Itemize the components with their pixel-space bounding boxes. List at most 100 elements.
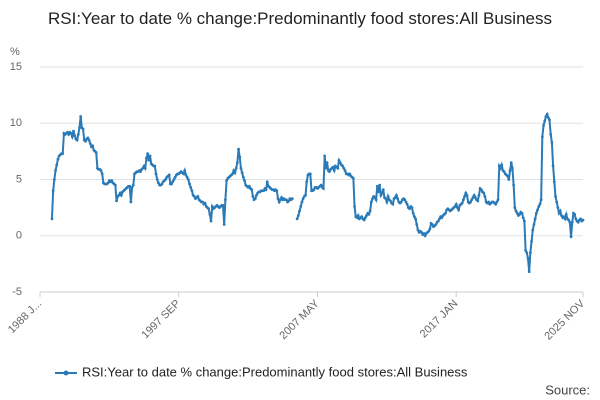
data-point: [141, 166, 145, 170]
data-point: [415, 223, 419, 226]
data-point: [524, 248, 527, 252]
data-point: [368, 209, 372, 213]
data-point: [528, 251, 532, 255]
data-point: [502, 170, 506, 174]
data-point: [154, 172, 158, 176]
y-axis-label: %: [10, 46, 20, 58]
data-point: [78, 126, 81, 130]
data-point: [495, 200, 499, 204]
data-point: [479, 188, 483, 192]
data-point: [508, 169, 512, 172]
data-point: [389, 199, 392, 203]
data-point: [509, 161, 513, 165]
data-point: [470, 198, 474, 202]
data-point: [518, 212, 522, 216]
data-point: [139, 170, 142, 174]
data-point: [527, 270, 531, 274]
data-point: [117, 193, 121, 197]
data-point: [130, 185, 134, 189]
data-point: [569, 235, 573, 239]
data-point: [548, 118, 551, 122]
data-point: [170, 182, 173, 186]
data-point: [534, 211, 538, 215]
data-point: [253, 197, 257, 201]
x-tick-label: 2007 MAY: [277, 297, 322, 342]
data-point: [145, 156, 148, 160]
data-point: [420, 230, 423, 234]
data-point: [496, 198, 500, 202]
data-point: [131, 183, 135, 187]
data-point: [531, 228, 535, 232]
data-point: [301, 197, 305, 201]
data-point: [378, 183, 382, 187]
data-point: [477, 193, 481, 197]
data-point: [284, 198, 288, 202]
data-point: [522, 219, 526, 223]
data-point: [251, 194, 255, 198]
data-point: [143, 166, 147, 170]
data-point: [395, 193, 398, 197]
data-point: [482, 191, 486, 195]
data-point: [55, 163, 59, 167]
data-point: [360, 215, 364, 219]
data-point: [277, 200, 281, 204]
data-point: [147, 158, 151, 162]
data-point: [173, 175, 177, 179]
data-point: [473, 196, 477, 199]
data-point: [203, 201, 207, 205]
legend-marker: [63, 370, 69, 376]
data-point: [362, 218, 366, 222]
data-point: [319, 183, 323, 187]
data-point: [513, 206, 517, 210]
data-point: [332, 169, 336, 172]
data-point: [189, 185, 193, 189]
x-tick-label: 1997 SEP: [139, 298, 183, 342]
data-point: [255, 193, 258, 197]
data-point: [341, 164, 344, 168]
data-point: [106, 181, 110, 185]
data-point: [391, 202, 395, 206]
data-point: [533, 217, 537, 221]
data-point: [556, 206, 560, 210]
data-point: [403, 198, 407, 202]
data-point: [54, 169, 57, 172]
data-point: [353, 205, 356, 208]
data-point: [167, 173, 171, 177]
data-point: [328, 170, 331, 174]
data-point: [128, 184, 132, 188]
chart-title: RSI:Year to date % change:Predominantly …: [48, 9, 552, 28]
data-point: [365, 214, 368, 217]
data-point: [560, 214, 563, 217]
data-point: [377, 190, 380, 194]
data-point: [287, 199, 291, 203]
data-point: [440, 216, 444, 220]
data-point: [552, 180, 556, 184]
data-point: [356, 214, 360, 217]
data-point: [563, 217, 567, 221]
data-point: [342, 166, 346, 170]
data-point: [550, 140, 554, 144]
data-point: [538, 202, 542, 206]
data-point: [544, 115, 548, 118]
data-point: [146, 152, 150, 156]
data-point: [411, 211, 415, 215]
data-point: [250, 188, 254, 192]
data-point: [84, 139, 87, 143]
data-point: [549, 133, 553, 136]
data-point: [469, 200, 472, 204]
data-point: [148, 154, 152, 158]
data-point: [160, 182, 164, 186]
x-tick-label: 2025 NOV: [542, 297, 587, 342]
data-point: [494, 202, 498, 206]
data-point: [66, 130, 69, 134]
data-point: [237, 147, 240, 151]
data-point: [210, 205, 214, 208]
data-point: [453, 205, 457, 208]
data-point: [164, 178, 167, 181]
data-point: [100, 172, 104, 176]
data-point: [183, 169, 187, 172]
data-point: [155, 178, 159, 181]
data-point: [375, 184, 379, 188]
data-point: [557, 211, 561, 215]
data-point: [188, 182, 191, 186]
